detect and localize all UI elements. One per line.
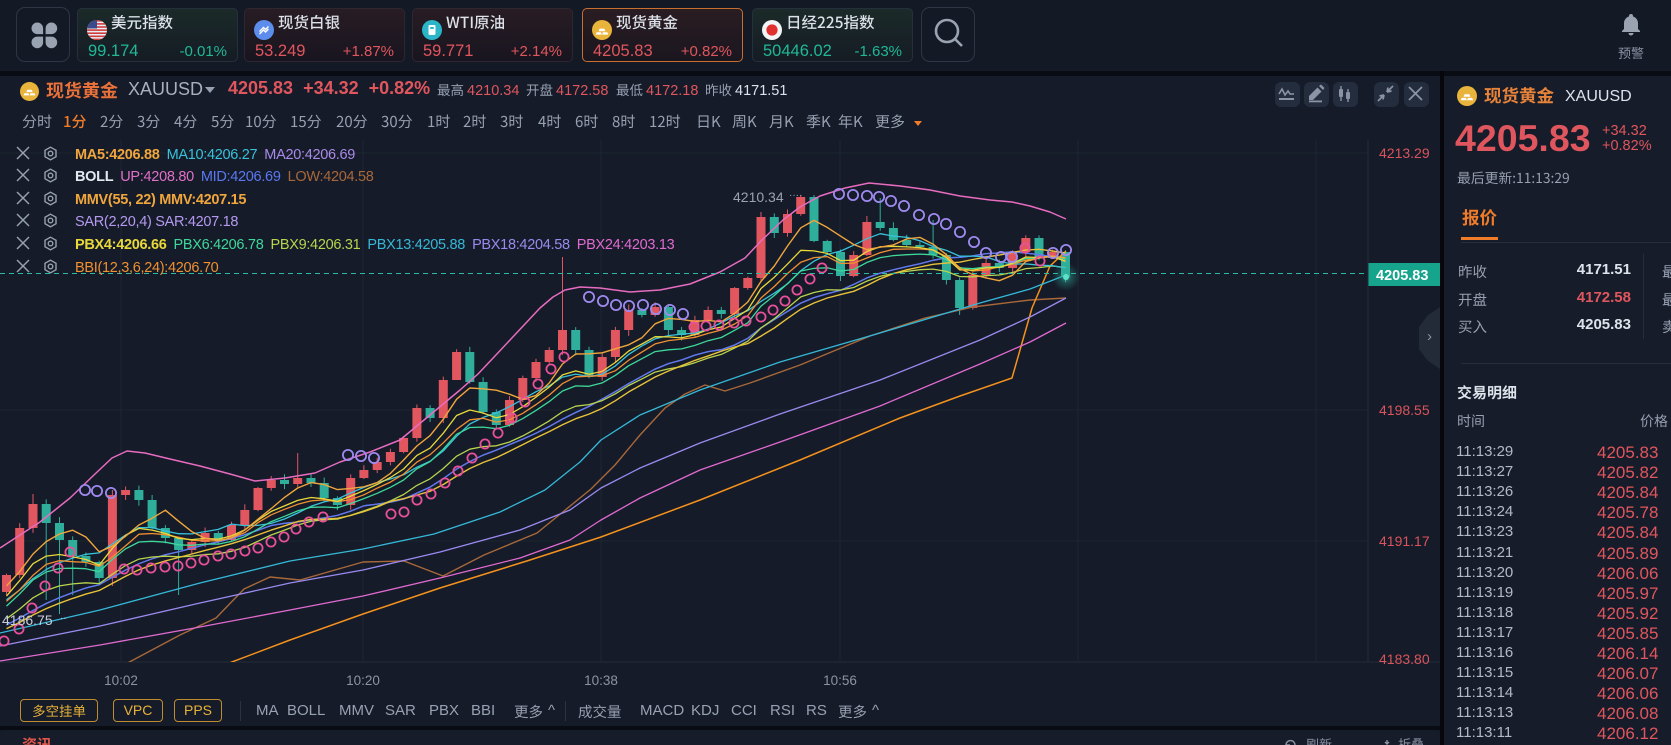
svg-text:4198.55: 4198.55 bbox=[1379, 402, 1430, 418]
svg-text:10:38: 10:38 bbox=[584, 673, 618, 688]
svg-text:4210.34: 4210.34 bbox=[733, 189, 784, 205]
svg-text:4186.75: 4186.75 bbox=[2, 612, 53, 628]
svg-text:4183.80: 4183.80 bbox=[1379, 651, 1430, 667]
svg-text:4213.29: 4213.29 bbox=[1379, 145, 1430, 161]
svg-text:10:20: 10:20 bbox=[346, 673, 380, 688]
svg-text:····: ···· bbox=[789, 190, 802, 201]
svg-text:10:02: 10:02 bbox=[104, 673, 138, 688]
svg-text:··: ·· bbox=[60, 613, 67, 624]
svg-text:4191.17: 4191.17 bbox=[1379, 533, 1430, 549]
svg-text:10:56: 10:56 bbox=[823, 673, 857, 688]
svg-text:4205.83: 4205.83 bbox=[1376, 268, 1428, 284]
